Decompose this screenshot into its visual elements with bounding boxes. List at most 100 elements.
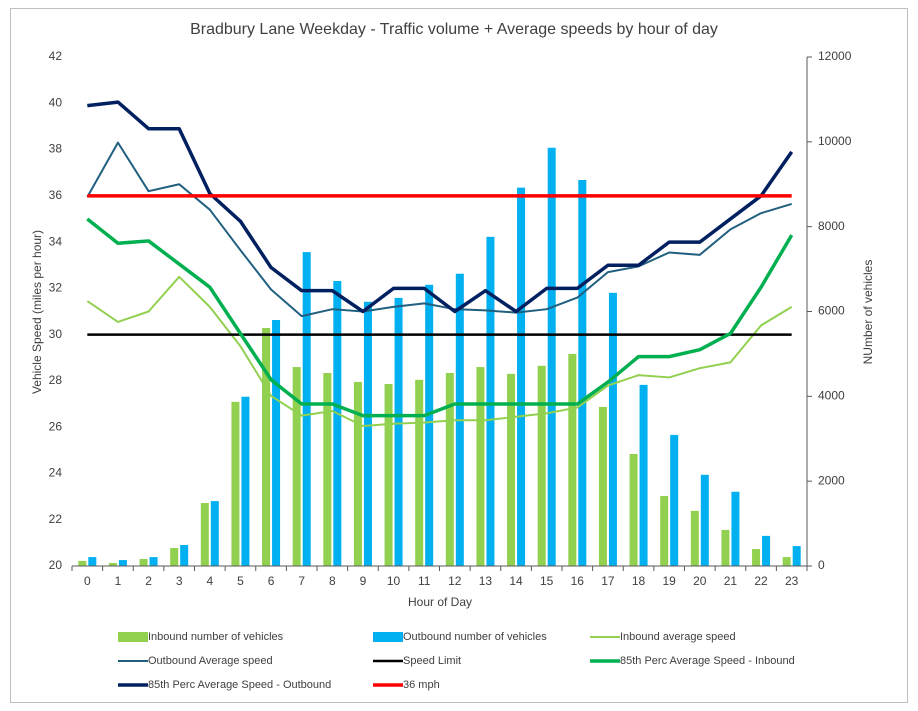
legend-label: Outbound number of vehicles xyxy=(403,631,547,643)
y-tick-label: 34 xyxy=(49,234,63,248)
y2-tick-label: 8000 xyxy=(818,219,845,233)
y2-axis-label: NUmber of vehicles xyxy=(861,260,875,365)
x-tick-label: 18 xyxy=(632,574,646,588)
y-tick-label: 40 xyxy=(49,95,63,109)
x-axis-label: Hour of Day xyxy=(408,595,472,609)
y-tick-label: 28 xyxy=(49,373,63,387)
line-series xyxy=(86,141,792,318)
bar xyxy=(762,535,771,566)
x-tick-label: 12 xyxy=(448,574,462,588)
y2-tick-label: 6000 xyxy=(818,304,845,318)
bar xyxy=(598,406,607,566)
y2-tick-label: 2000 xyxy=(818,473,845,487)
x-tick-label: 5 xyxy=(237,574,244,588)
bar xyxy=(353,381,362,566)
bar xyxy=(731,491,740,566)
bar xyxy=(690,510,699,566)
bar xyxy=(200,503,209,566)
legend-label: Speed Limit xyxy=(403,655,461,667)
bar xyxy=(700,474,709,566)
y-tick-label: 42 xyxy=(49,49,63,63)
y-tick-label: 26 xyxy=(49,419,63,433)
bar xyxy=(425,284,434,566)
x-tick-label: 8 xyxy=(329,574,336,588)
y2-tick-label: 10000 xyxy=(818,134,852,148)
bar xyxy=(547,147,556,566)
bar xyxy=(302,252,311,566)
legend-label: 85th Perc Average Speed - Inbound xyxy=(620,655,795,667)
bar xyxy=(782,557,791,566)
x-tick-label: 21 xyxy=(724,574,738,588)
x-tick-label: 1 xyxy=(115,574,122,588)
bar xyxy=(262,328,271,566)
x-tick-label: 16 xyxy=(571,574,585,588)
x-tick-label: 9 xyxy=(360,574,367,588)
legend-label: Outbound Average speed xyxy=(148,655,273,667)
legend-label: 85th Perc Average Speed - Outbound xyxy=(148,679,331,691)
bar xyxy=(639,384,648,566)
y2-tick-label: 12000 xyxy=(818,49,852,63)
x-tick-label: 2 xyxy=(145,574,152,588)
bar xyxy=(752,549,761,566)
bar xyxy=(568,353,577,566)
bar xyxy=(118,560,127,566)
line-series xyxy=(86,217,794,418)
legend-label: Inbound number of vehicles xyxy=(148,631,284,643)
bar xyxy=(139,559,148,566)
x-tick-label: 11 xyxy=(418,574,431,588)
legend-swatch xyxy=(373,632,403,642)
bar xyxy=(629,454,638,566)
y-tick-label: 36 xyxy=(49,188,63,202)
bar xyxy=(241,396,250,566)
legend-label: 36 mph xyxy=(403,679,440,691)
x-tick-label: 0 xyxy=(84,574,91,588)
bar xyxy=(323,373,332,566)
bar xyxy=(660,496,669,566)
bar xyxy=(394,297,403,566)
y-tick-label: 22 xyxy=(49,512,63,526)
bar xyxy=(792,546,801,566)
x-tick-label: 7 xyxy=(298,574,305,588)
bar xyxy=(333,280,342,566)
bar xyxy=(88,557,97,566)
bar xyxy=(108,563,117,566)
x-tick-label: 22 xyxy=(754,574,768,588)
bar xyxy=(578,180,587,566)
x-tick-label: 6 xyxy=(268,574,275,588)
x-tick-label: 15 xyxy=(540,574,554,588)
line-series xyxy=(87,100,794,314)
x-tick-label: 13 xyxy=(479,574,493,588)
bar xyxy=(537,365,546,566)
x-tick-label: 3 xyxy=(176,574,183,588)
legend-label: Inbound average speed xyxy=(620,631,736,643)
y-tick-label: 24 xyxy=(49,466,63,480)
bar xyxy=(445,373,454,566)
y-tick-label: 30 xyxy=(49,327,63,341)
x-tick-label: 19 xyxy=(663,574,677,588)
bar xyxy=(670,434,679,566)
bar xyxy=(415,379,424,566)
y-axis-label: Vehicle Speed (miles per hour) xyxy=(30,230,44,394)
bar xyxy=(476,367,485,566)
bar xyxy=(292,367,301,566)
bar xyxy=(170,547,179,566)
bar xyxy=(231,401,240,566)
y-tick-label: 32 xyxy=(49,281,63,295)
y-tick-label: 20 xyxy=(49,558,63,572)
x-tick-label: 14 xyxy=(509,574,523,588)
x-tick-label: 10 xyxy=(387,574,401,588)
bar xyxy=(363,301,372,566)
y2-tick-label: 4000 xyxy=(818,389,845,403)
bar xyxy=(272,319,281,566)
bar xyxy=(210,501,219,566)
bar xyxy=(608,292,617,566)
bar xyxy=(149,557,158,566)
x-tick-label: 20 xyxy=(693,574,707,588)
bar xyxy=(78,560,87,566)
y-tick-label: 38 xyxy=(49,142,63,156)
x-tick-label: 4 xyxy=(206,574,213,588)
bar xyxy=(180,545,189,566)
line-series xyxy=(86,275,793,428)
